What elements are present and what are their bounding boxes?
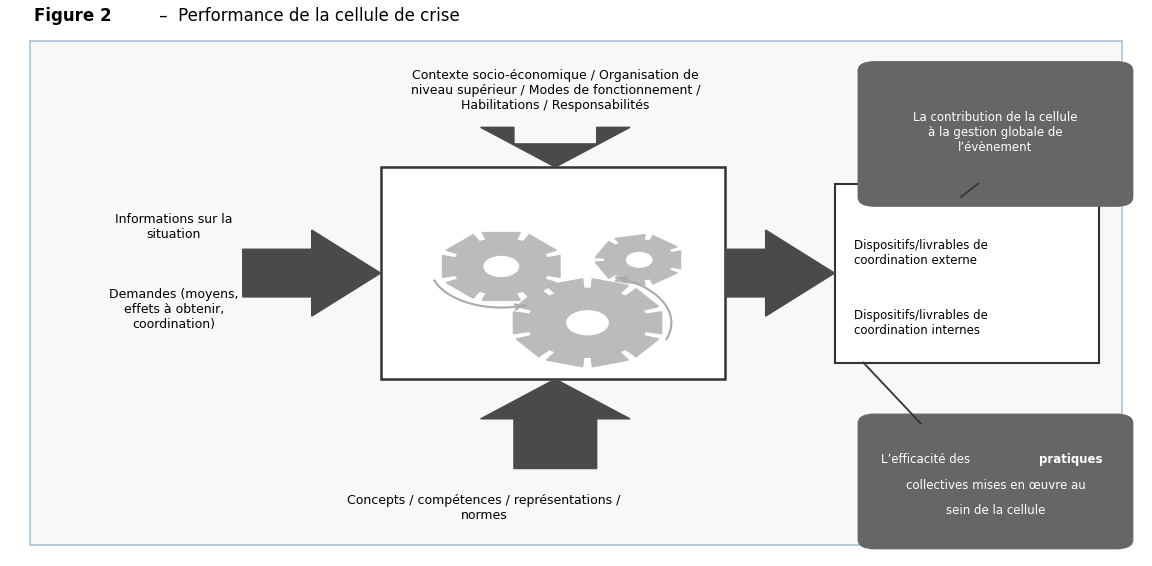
Text: Dispositifs/livrables de
coordination internes: Dispositifs/livrables de coordination in… [854,309,988,337]
FancyBboxPatch shape [380,167,726,379]
Polygon shape [626,336,659,357]
Text: collectives mises en œuvre au: collectives mises en œuvre au [905,479,1085,492]
Circle shape [605,240,674,280]
Circle shape [528,288,647,357]
Polygon shape [523,235,556,254]
Polygon shape [672,251,681,269]
Polygon shape [615,235,645,243]
Polygon shape [516,336,550,357]
FancyBboxPatch shape [30,41,1122,544]
FancyArrow shape [480,127,630,167]
FancyArrow shape [243,230,380,316]
Polygon shape [546,352,584,367]
Polygon shape [615,276,645,285]
FancyArrow shape [726,230,834,316]
Text: Informations sur la
situation: Informations sur la situation [115,213,233,241]
Text: Figure 2: Figure 2 [33,7,112,25]
Polygon shape [591,279,629,294]
FancyBboxPatch shape [834,183,1099,363]
Polygon shape [483,233,521,240]
Text: pratiques: pratiques [1039,453,1102,466]
Text: Dispositifs/livrables de
coordination externe: Dispositifs/livrables de coordination ex… [854,239,988,267]
Text: –  Performance de la cellule de crise: – Performance de la cellule de crise [154,7,460,25]
Circle shape [627,252,652,267]
Polygon shape [523,279,556,298]
Text: Demandes (moyens,
effets à obtenir,
coordination): Demandes (moyens, effets à obtenir, coor… [109,288,238,331]
Polygon shape [546,279,584,294]
Polygon shape [626,289,659,310]
Text: Concepts / compétences / représentations /
normes: Concepts / compétences / représentations… [348,494,621,522]
Polygon shape [591,352,629,367]
Polygon shape [547,255,560,277]
FancyBboxPatch shape [857,61,1134,207]
Circle shape [567,311,608,335]
Polygon shape [650,235,677,250]
Polygon shape [650,270,677,284]
Polygon shape [446,279,479,298]
Polygon shape [516,289,550,310]
Polygon shape [442,255,455,277]
Circle shape [453,239,550,294]
Circle shape [484,256,518,276]
Text: La contribution de la cellule
à la gestion globale de
l’évènement: La contribution de la cellule à la gesti… [914,111,1078,154]
FancyArrow shape [480,379,630,469]
Text: L’efficacité des: L’efficacité des [880,453,973,466]
Polygon shape [596,242,615,258]
Text: Contexte socio-économique / Organisation de
niveau supérieur / Modes de fonction: Contexte socio-économique / Organisation… [410,70,700,113]
Polygon shape [514,312,530,334]
Polygon shape [446,235,479,254]
Polygon shape [596,261,615,278]
Text: sein de la cellule: sein de la cellule [946,504,1045,517]
Polygon shape [483,293,521,301]
FancyBboxPatch shape [857,414,1134,550]
Polygon shape [645,312,661,334]
